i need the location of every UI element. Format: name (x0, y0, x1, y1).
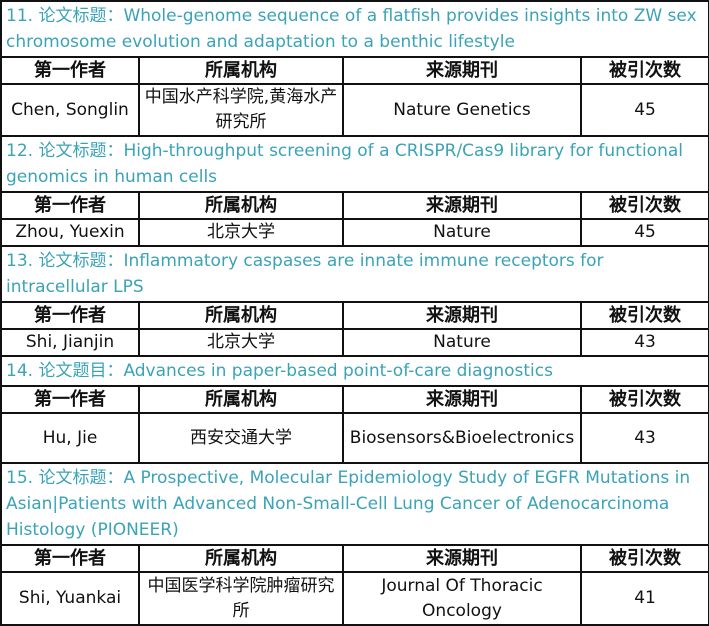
institution-cell: 北京大学 (138, 328, 344, 357)
institution-cell: 中国水产科学院,黄海水产研究所 (138, 83, 344, 137)
paper-title-row: 13. 论文标题：Inflammatory caspases are innat… (0, 245, 709, 303)
table-row: Shi, Jianjin 北京大学 Nature 43 (0, 328, 709, 357)
citations-cell: 43 (579, 328, 709, 357)
author-cell: Shi, Yuankai (0, 571, 140, 626)
author-cell: Shi, Jianjin (0, 328, 140, 357)
author-cell: Chen, Songlin (0, 83, 140, 137)
author-cell: Hu, Jie (0, 412, 140, 464)
column-header: 所属机构 (138, 301, 344, 330)
column-header: 被引次数 (579, 544, 709, 573)
journal-cell: Nature Genetics (342, 83, 582, 137)
citations-cell: 45 (579, 83, 709, 137)
column-header: 第一作者 (0, 385, 140, 414)
column-header: 所属机构 (138, 544, 344, 573)
column-header: 来源期刊 (342, 544, 582, 573)
column-header: 第一作者 (0, 191, 140, 220)
column-header: 来源期刊 (342, 191, 582, 220)
table-row: Hu, Jie 西安交通大学 Biosensors&Bioelectronics 43 (0, 412, 709, 464)
header-row: 第一作者 所属机构 来源期刊 被引次数 (0, 385, 709, 414)
institution-cell: 中国医学科学院肿瘤研究所 (138, 571, 344, 626)
author-cell: Zhou, Yuexin (0, 218, 140, 247)
header-row: 第一作者 所属机构 来源期刊 被引次数 (0, 56, 709, 85)
column-header: 来源期刊 (342, 385, 582, 414)
column-header: 被引次数 (579, 301, 709, 330)
paper-title: 15. 论文标题：A Prospective, Molecular Epidem… (0, 462, 709, 546)
paper-title-row: 11. 论文标题：Whole-genome sequence of a flat… (0, 0, 709, 58)
paper-title-row: 15. 论文标题：A Prospective, Molecular Epidem… (0, 462, 709, 546)
journal-cell: Biosensors&Bioelectronics (342, 412, 582, 464)
column-header: 被引次数 (579, 191, 709, 220)
column-header: 所属机构 (138, 191, 344, 220)
column-header: 来源期刊 (342, 301, 582, 330)
column-header: 第一作者 (0, 301, 140, 330)
column-header: 被引次数 (579, 56, 709, 85)
citations-cell: 43 (579, 412, 709, 464)
citations-cell: 45 (579, 218, 709, 247)
paper-title-row: 14. 论文题目：Advances in paper-based point-o… (0, 355, 709, 387)
header-row: 第一作者 所属机构 来源期刊 被引次数 (0, 191, 709, 220)
paper-title: 14. 论文题目：Advances in paper-based point-o… (0, 355, 709, 387)
column-header: 第一作者 (0, 544, 140, 573)
table-row: Shi, Yuankai 中国医学科学院肿瘤研究所 Journal Of Thora… (0, 571, 709, 626)
institution-cell: 北京大学 (138, 218, 344, 247)
citations-cell: 41 (579, 571, 709, 626)
column-header: 来源期刊 (342, 56, 582, 85)
column-header: 所属机构 (138, 56, 344, 85)
column-header: 所属机构 (138, 385, 344, 414)
column-header: 被引次数 (579, 385, 709, 414)
table-row: Chen, Songlin 中国水产科学院,黄海水产研究所 Nature Genet… (0, 83, 709, 137)
header-row: 第一作者 所属机构 来源期刊 被引次数 (0, 544, 709, 573)
column-header: 第一作者 (0, 56, 140, 85)
paper-title-row: 12. 论文标题：High-throughput screening of a … (0, 135, 709, 193)
institution-cell: 西安交通大学 (138, 412, 344, 464)
paper-title: 11. 论文标题：Whole-genome sequence of a flat… (0, 0, 709, 58)
journal-cell: Journal Of Thoracic Oncology (342, 571, 582, 626)
journal-cell: Nature (342, 218, 582, 247)
journal-cell: Nature (342, 328, 582, 357)
paper-title: 13. 论文标题：Inflammatory caspases are innat… (0, 245, 709, 303)
table-row: Zhou, Yuexin 北京大学 Nature 45 (0, 218, 709, 247)
paper-title: 12. 论文标题：High-throughput screening of a … (0, 135, 709, 193)
header-row: 第一作者 所属机构 来源期刊 被引次数 (0, 301, 709, 330)
